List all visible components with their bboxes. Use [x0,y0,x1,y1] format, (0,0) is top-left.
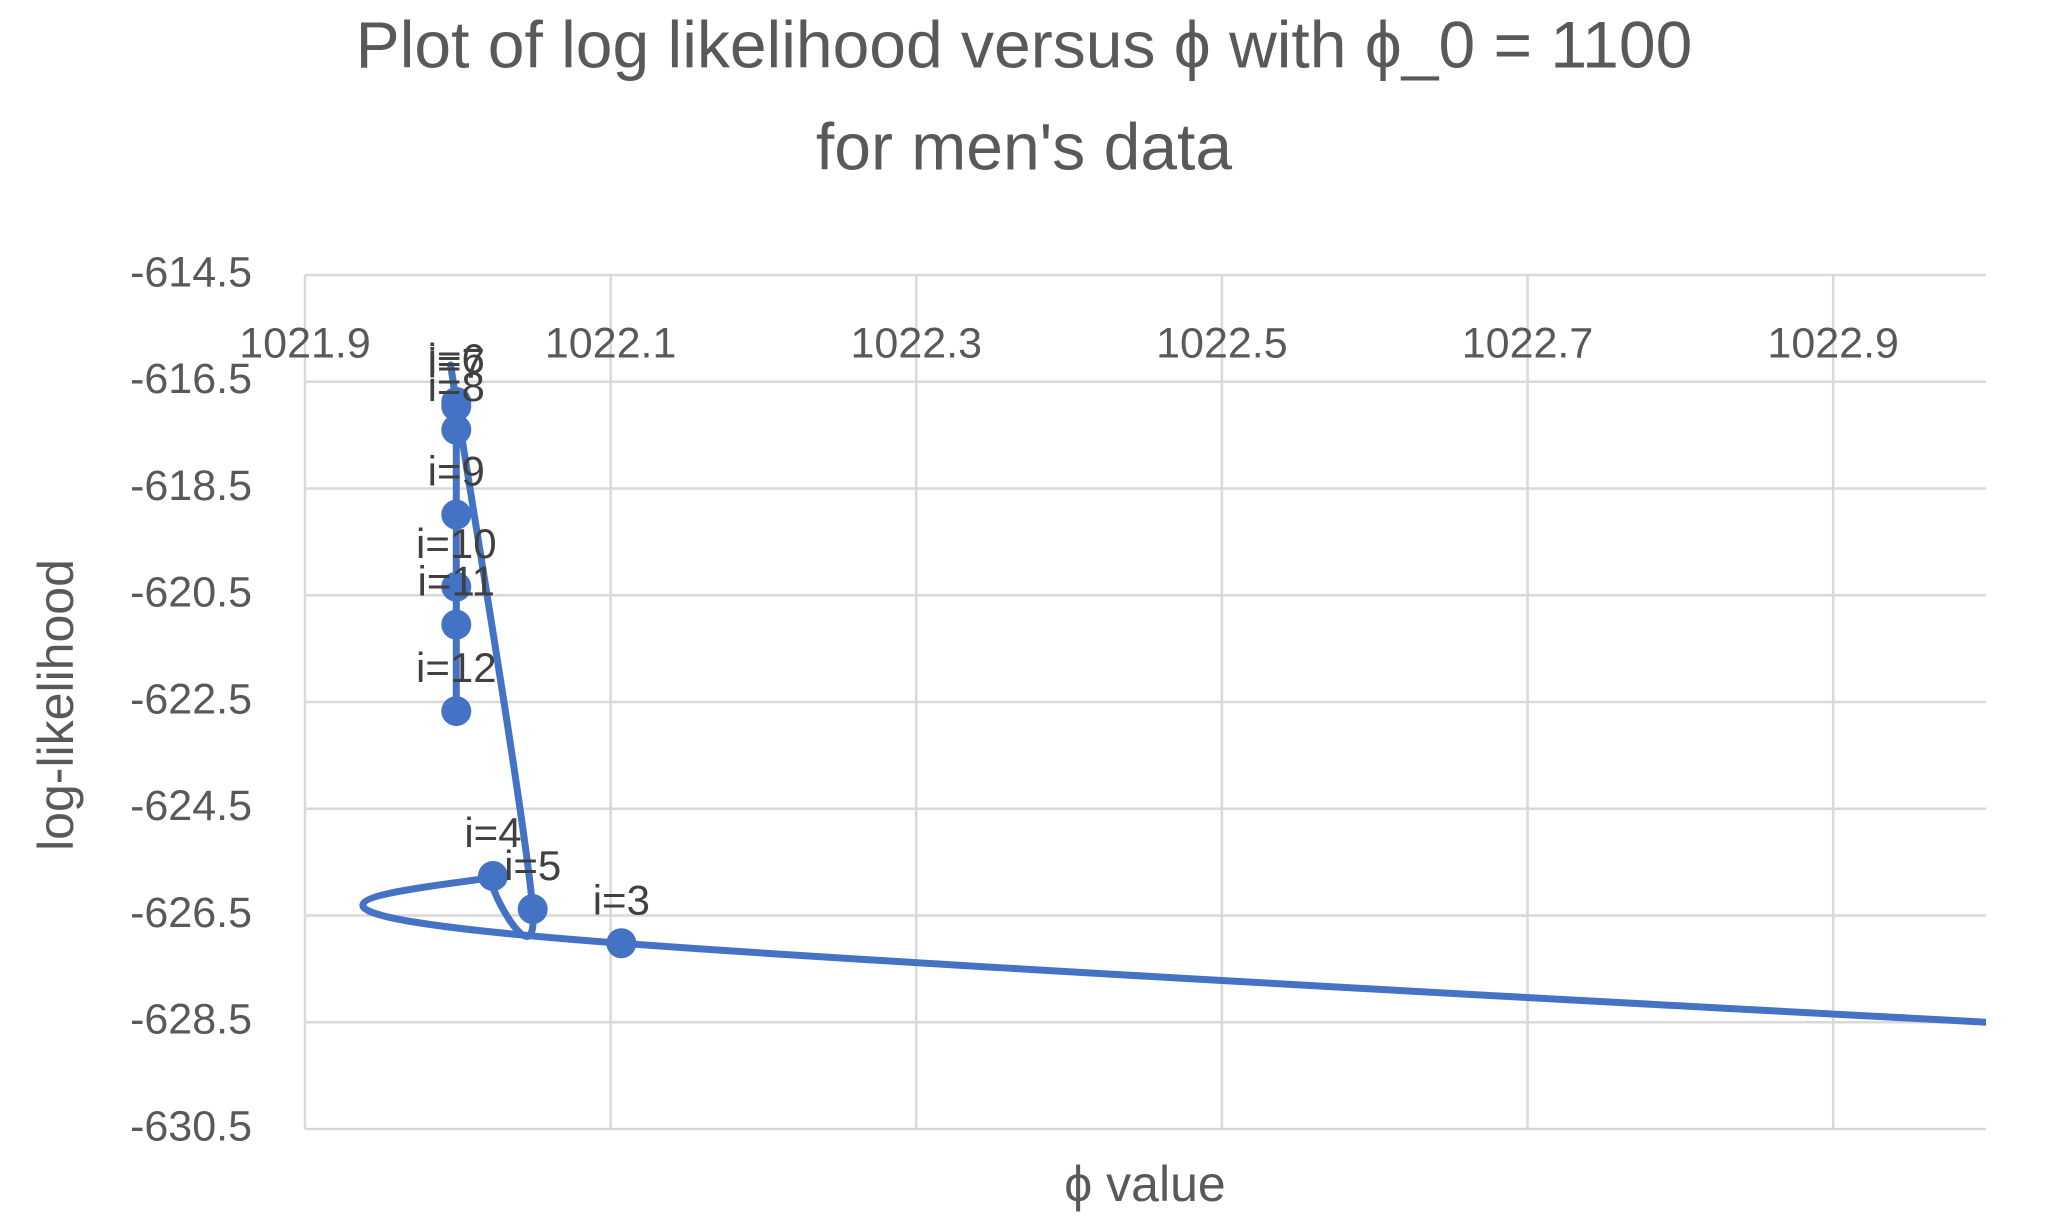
data-point [517,894,548,925]
x-tick-label: 1022.5 [1156,319,1288,367]
data-point [441,414,472,445]
data-point [477,861,508,892]
data-point [606,928,637,959]
data-label: i=8 [428,363,485,410]
y-tick-label: -614.5 [130,248,252,296]
data-label: i=6 [428,335,485,382]
data-point [441,499,472,530]
data-point [441,391,472,422]
data-point [441,609,472,640]
y-tick-label: -626.5 [130,889,252,937]
chart-title: for men's data [816,109,1232,183]
x-tick-label: 1022.9 [1767,319,1899,367]
x-axis-title: ϕ value [1064,1156,1225,1212]
y-tick-label: -622.5 [130,675,252,723]
data-label: i=10 [416,520,497,567]
x-tick-label: 1022.1 [545,319,677,367]
y-tick-label: -620.5 [130,569,252,617]
y-axis-title: log-likelihood [28,559,84,851]
y-tick-label: -616.5 [130,355,252,403]
series-line [359,361,1986,1026]
x-tick-label: 1022.7 [1462,319,1594,367]
plot-area [359,361,1986,1026]
data-label: i=5 [504,842,561,889]
data-label: i=3 [593,876,650,923]
y-tick-label: -630.5 [130,1102,252,1150]
y-tick-label: -624.5 [130,782,252,830]
data-point [441,696,472,727]
chart-title: Plot of log likelihood versus ϕ with ϕ_0… [356,7,1693,81]
data-label: i=11 [418,558,495,605]
data-label: i=4 [464,809,521,856]
y-tick-label: -618.5 [130,462,252,510]
data-label: i=12 [416,644,497,691]
x-tick-label: 1022.3 [851,319,983,367]
data-label: i=7 [428,339,485,386]
data-label: i=9 [428,448,485,495]
x-tick-label: 1021.9 [239,319,371,367]
y-tick-label: -628.5 [130,996,252,1044]
data-point [441,571,472,602]
